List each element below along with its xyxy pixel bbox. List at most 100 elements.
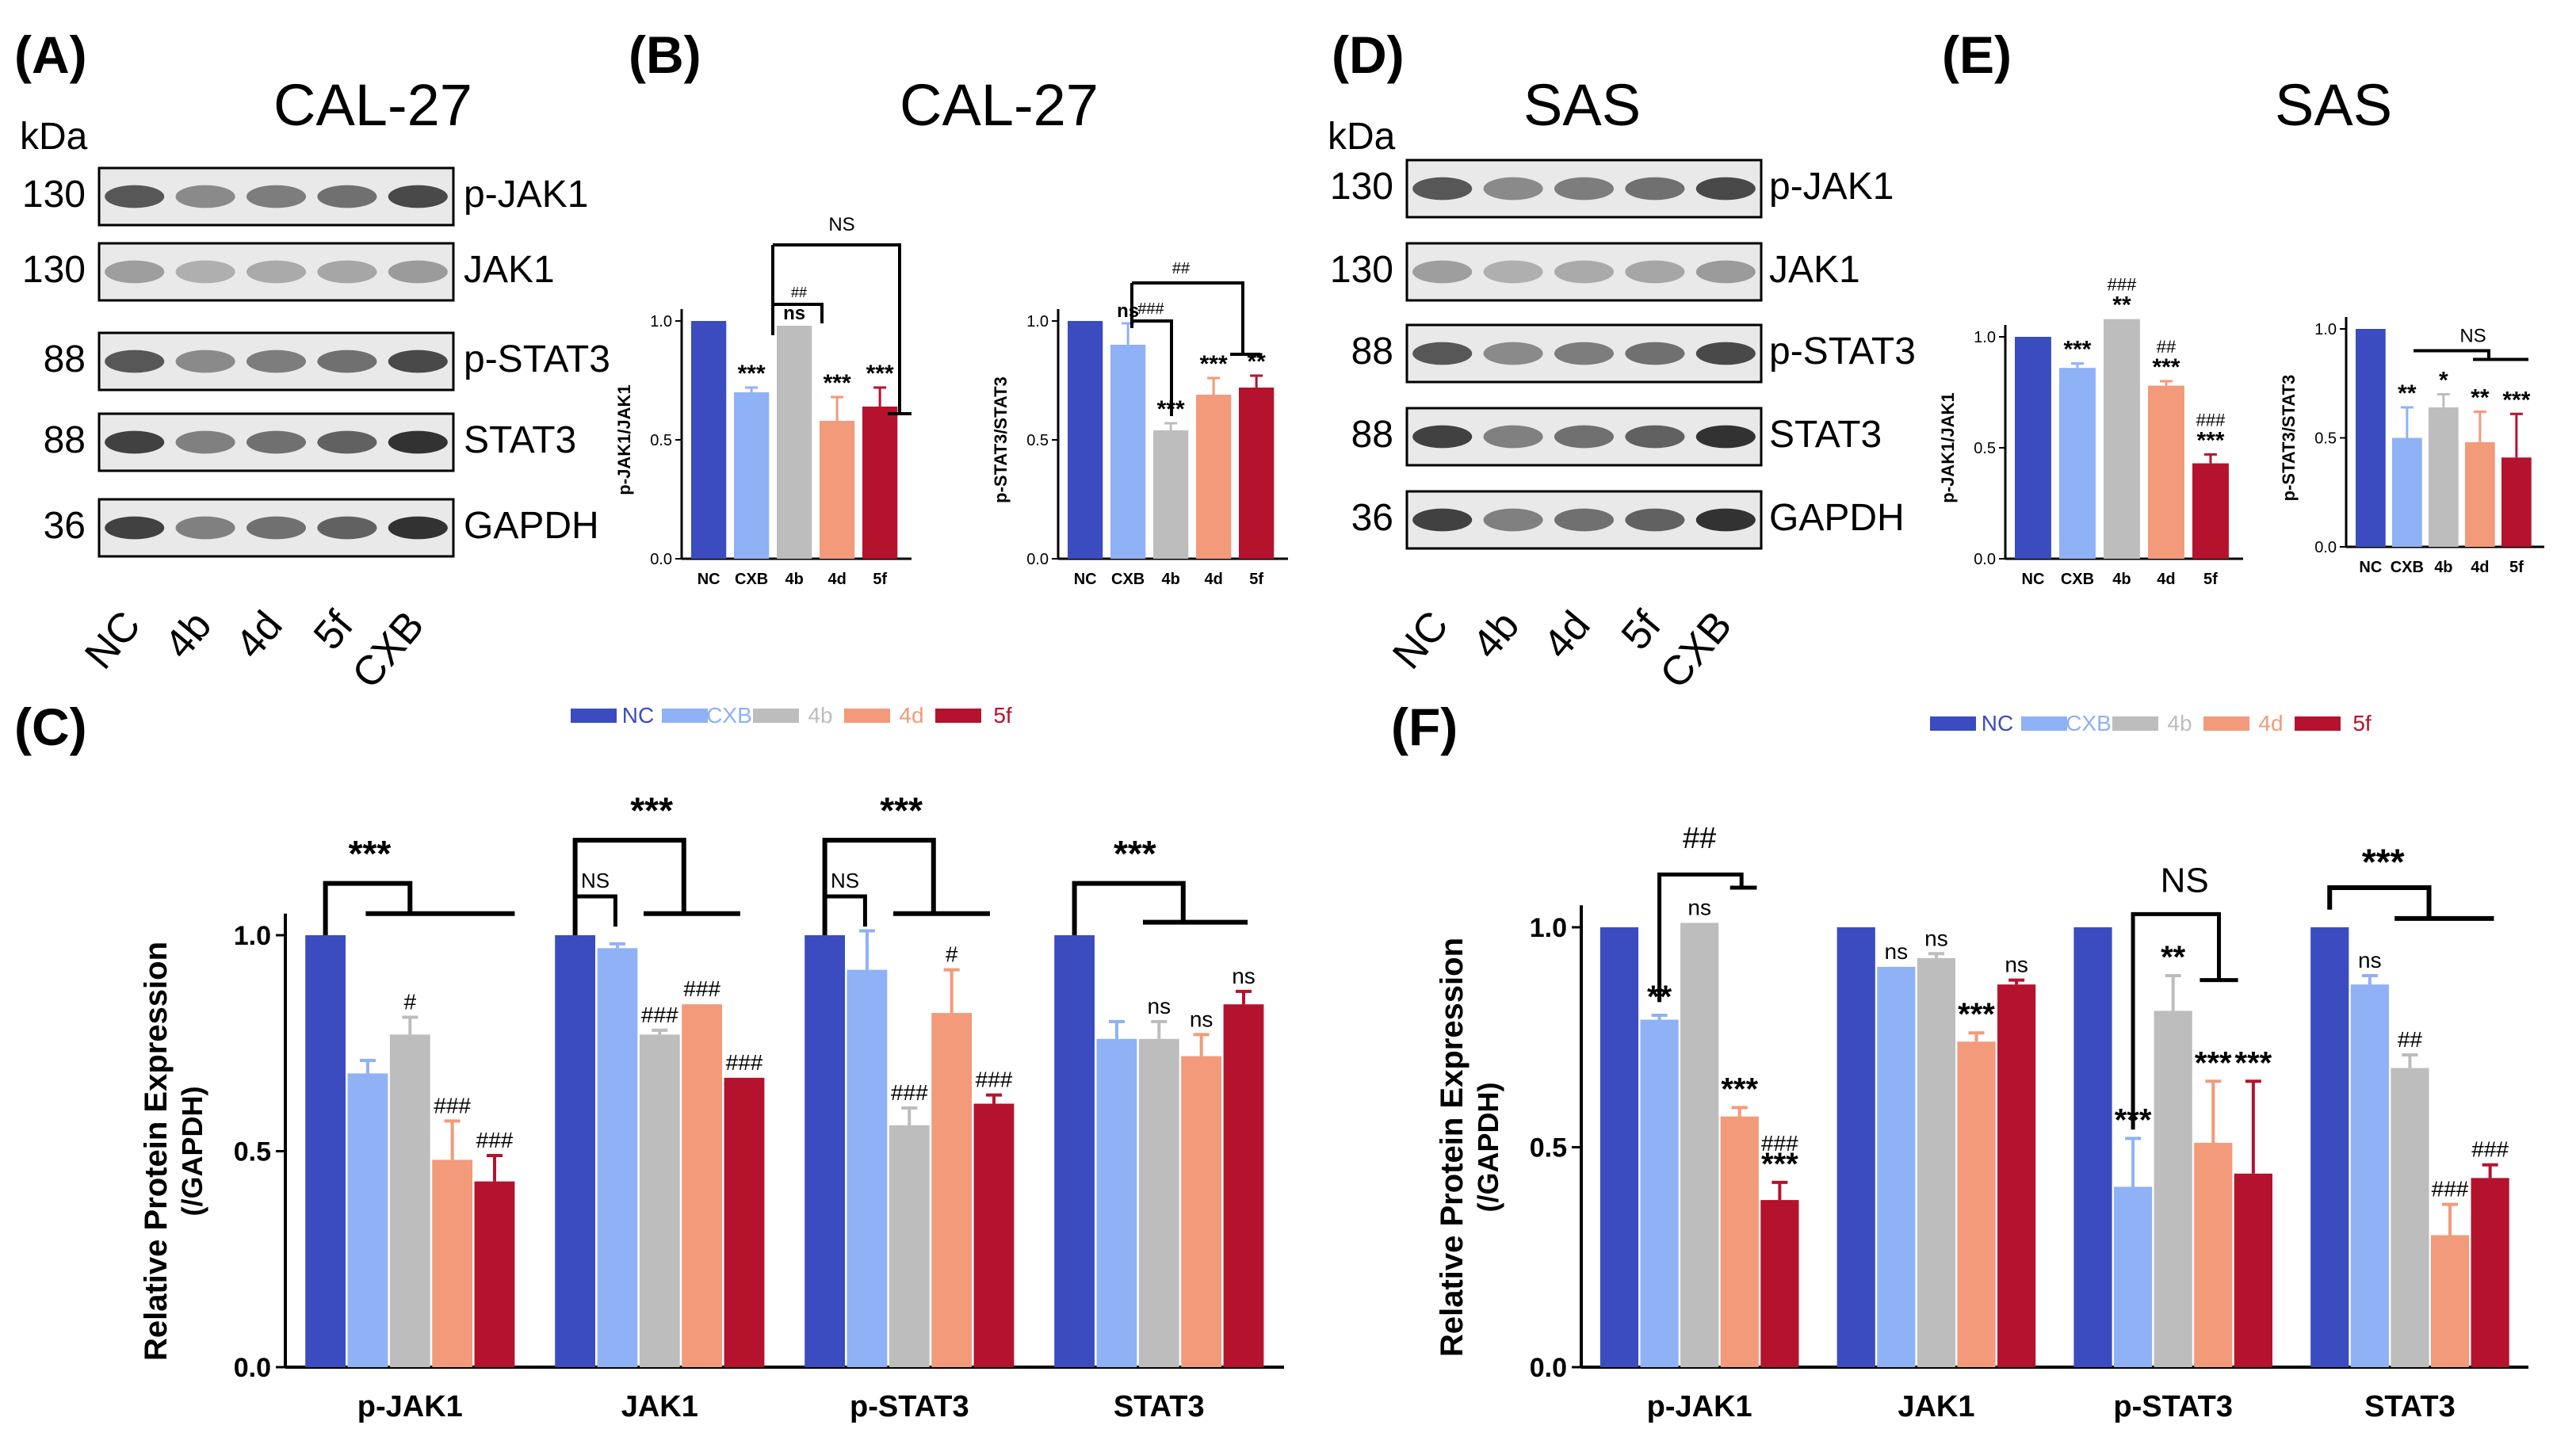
- bracket: [1657, 872, 1757, 1003]
- legend-label-5f: 5f: [993, 703, 1012, 728]
- blot-lane-a-3: 5f: [305, 602, 363, 659]
- bar-p-STAT3-5f: [973, 1103, 1015, 1367]
- legend-label-CXB: CXB: [706, 703, 752, 728]
- x-tick-label: JAK1: [621, 1390, 698, 1423]
- bar-p-STAT3-4d: [2194, 1142, 2233, 1367]
- blot-band-a-1-1: [175, 260, 235, 284]
- panel-label-e: (E): [1942, 25, 2012, 84]
- y-tick-label: 0.5: [1026, 432, 1049, 449]
- blot-band-a-1-3: [317, 260, 377, 284]
- blot-band-a-3-3: [317, 430, 377, 454]
- bracket-label: ***: [1114, 833, 1156, 874]
- panel-a-kda: kDa: [20, 116, 88, 158]
- annotation: #: [404, 990, 417, 1014]
- blot-band-a-3-1: [175, 430, 235, 454]
- blot-band-a-4-3: [317, 516, 377, 540]
- legend-swatch-4b: [2112, 716, 2158, 731]
- bracket-label: ***: [349, 833, 392, 874]
- y-tick-label: 0.0: [1974, 551, 1996, 568]
- bar-NC: [691, 321, 727, 559]
- y-tick-label: 1.0: [2314, 321, 2337, 338]
- bar-STAT3-4b: [2391, 1068, 2429, 1367]
- bar-p-STAT3-4b: [2154, 1011, 2192, 1367]
- y-tick-label: 0.0: [234, 1353, 271, 1383]
- bracket-ns: [771, 243, 912, 415]
- annotation: ###: [434, 1093, 471, 1118]
- panel-d-title: SAS: [1523, 72, 1641, 138]
- annotation: ###: [976, 1068, 1013, 1092]
- bar-5f: [1239, 388, 1275, 559]
- annotation: ns: [1885, 939, 1909, 964]
- x-tick-label: 4b: [2434, 559, 2452, 576]
- blot-lane-d-0: NC: [1384, 602, 1458, 678]
- annotation: ##: [2398, 1027, 2423, 1052]
- x-tick-label: NC: [2359, 559, 2382, 576]
- x-tick-label: 4d: [2471, 559, 2489, 576]
- y-axis-label: p-JAK1/JAK1: [1938, 392, 1958, 502]
- blot-band-d-0-0: [1412, 177, 1473, 201]
- annotation: ***: [2196, 427, 2224, 453]
- blot-mw-d-2: 88: [1351, 330, 1393, 373]
- bracket: [2327, 885, 2494, 921]
- annotation: ns: [2005, 953, 2028, 977]
- bar-4b: [2429, 407, 2459, 547]
- legend-label-4d: 4d: [2258, 711, 2283, 735]
- bracket-label: ##: [791, 285, 807, 300]
- blot-band-a-1-0: [105, 260, 165, 284]
- y-axis-label-unit: (/GAPDH): [176, 1087, 208, 1217]
- bar-4b: [777, 326, 812, 559]
- blot-lane-a-0: NC: [76, 602, 150, 678]
- blot-band-d-2-2: [1554, 342, 1615, 365]
- blot-mw-a-1: 130: [22, 249, 86, 291]
- bar-4d: [820, 421, 855, 559]
- bar-JAK1-4b: [1917, 957, 1956, 1367]
- y-tick-label: 0.5: [2314, 430, 2337, 448]
- annotation: ###: [891, 1080, 928, 1105]
- blot-band-d-1-4: [1695, 260, 1756, 284]
- blot-lane-d-1: 4b: [1464, 602, 1529, 667]
- y-tick-label: 1.0: [1974, 329, 1996, 346]
- blot-band-d-0-3: [1625, 177, 1685, 201]
- x-tick-label: NC: [698, 571, 720, 588]
- bracket: [323, 881, 515, 935]
- x-tick-label: p-STAT3: [2113, 1390, 2233, 1423]
- y-tick-label: 1.0: [1026, 313, 1049, 330]
- x-tick-label: 5f: [873, 571, 887, 588]
- y-tick-label: 0.5: [234, 1137, 271, 1167]
- blot-band-a-2-0: [105, 350, 165, 373]
- bar-p-JAK1-4b: [1680, 923, 1719, 1367]
- blot-band-d-1-2: [1554, 260, 1615, 284]
- blot-lane-d-4: CXB: [1651, 602, 1741, 697]
- annotation: ns: [1232, 964, 1256, 988]
- panel-d-kda: kDa: [1328, 116, 1396, 158]
- bracket-label: NS: [831, 869, 859, 892]
- annotation: ###: [641, 1003, 678, 1027]
- blot-band-a-3-2: [246, 430, 307, 454]
- bar-4d: [2465, 442, 2495, 547]
- annotation: ns: [1117, 300, 1139, 322]
- annotation: **: [2398, 380, 2417, 407]
- blot-band-a-0-3: [317, 185, 377, 208]
- annotation: ns: [1924, 926, 1948, 950]
- bar-CXB: [734, 392, 770, 559]
- annotation: ***: [1761, 1147, 1798, 1182]
- bar-p-STAT3-NC: [2073, 927, 2112, 1367]
- blot-band-d-0-1: [1483, 177, 1543, 201]
- bracket: [822, 838, 990, 935]
- x-tick-label: CXB: [2061, 571, 2094, 588]
- bar-JAK1-4b: [639, 1034, 680, 1367]
- x-tick-label: 4d: [2157, 571, 2175, 588]
- panel-label-a: (A): [14, 25, 87, 84]
- annotation: ###: [683, 976, 720, 1001]
- bracket-label: NS: [581, 869, 610, 892]
- bracket: [575, 894, 617, 927]
- bracket-hhh: [1132, 319, 1173, 416]
- legend-swatch-CXB: [2021, 716, 2067, 731]
- annotation: ***: [2152, 354, 2180, 380]
- blot-name-a-2: p-STAT3: [464, 338, 610, 380]
- bar-NC: [1068, 321, 1103, 559]
- blot-row-a-1: [97, 242, 455, 302]
- blot-lane-d-2: 4d: [1535, 602, 1599, 667]
- bracket: [2131, 911, 2238, 1130]
- bar-p-STAT3-CXB: [847, 969, 888, 1367]
